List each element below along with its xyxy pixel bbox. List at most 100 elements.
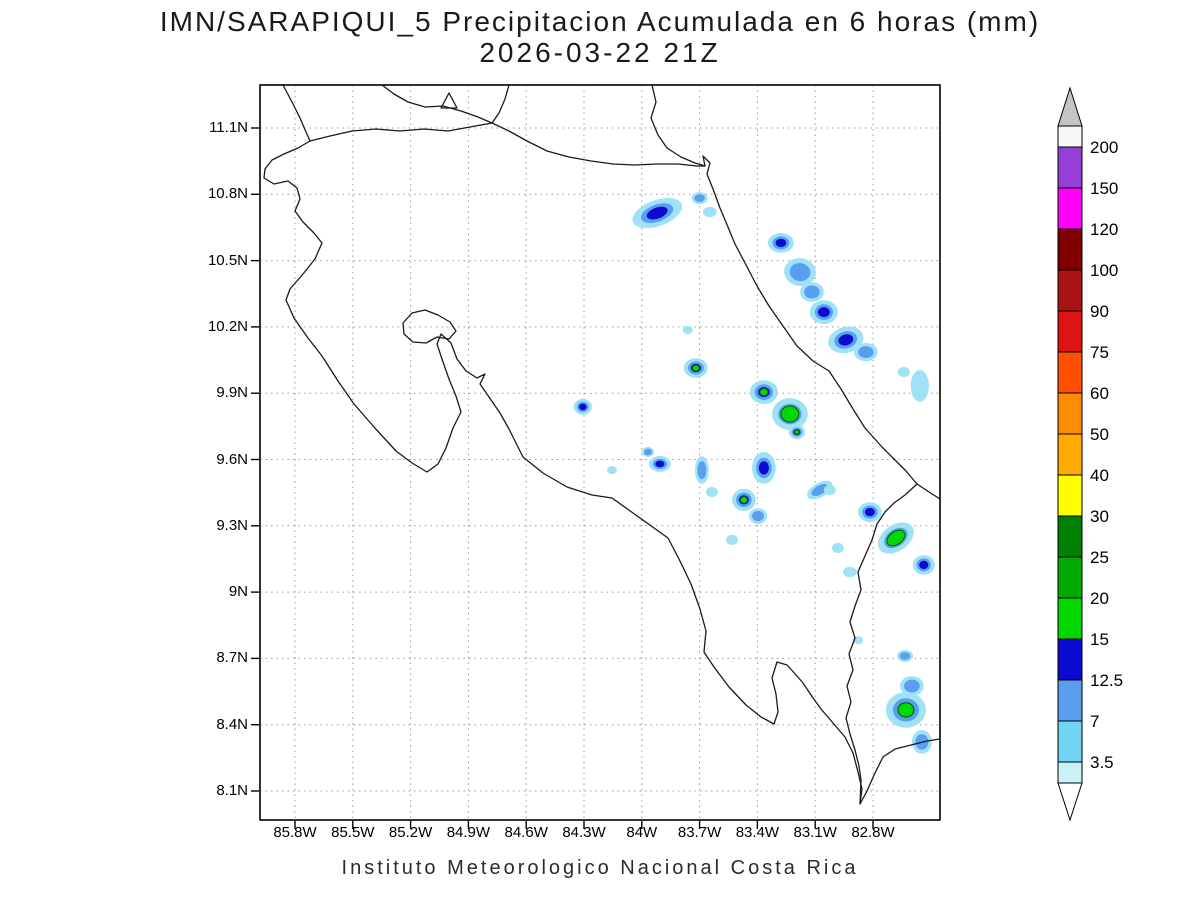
colorbar-segment: [1057, 515, 1083, 558]
colorbar-segment: [1057, 351, 1083, 394]
precip-cell: [752, 452, 776, 484]
precip-contour-fill: [697, 461, 707, 480]
precip-contour-fill: [831, 542, 844, 553]
precip-cell: [807, 480, 833, 500]
precip-cell: [632, 197, 683, 229]
plot-frame: [259, 84, 941, 821]
colorbar-segment: [1057, 187, 1083, 230]
precip-cell: [831, 542, 844, 553]
colorbar-label: 12.5: [1090, 671, 1123, 690]
coastline-path: [402, 309, 457, 344]
precip-contour-fill: [775, 238, 787, 248]
chart-title: IMN/SARAPIQUI_5 Precipitacion Acumulada …: [159, 6, 1041, 37]
coastline-path: [440, 92, 458, 109]
precip-contour-fill: [758, 461, 769, 475]
precip-contour-fill: [702, 206, 717, 218]
precip-contour-fill: [886, 529, 906, 547]
colorbar-segment: [1057, 228, 1083, 271]
x-tick-label: 82.8W: [851, 824, 895, 841]
precip-contour-fill: [752, 510, 764, 522]
colorbar-label: 50: [1090, 425, 1109, 444]
precip-cell: [896, 650, 914, 662]
y-tick-label: 9.9N: [216, 384, 248, 402]
colorbar-arrow-down: [1057, 782, 1083, 822]
coastline-path: [381, 84, 510, 124]
precip-contour-fill: [682, 326, 693, 334]
precip-contour-fill: [579, 403, 587, 411]
colorbar-segment: [1057, 720, 1083, 763]
precip-cell: [897, 366, 910, 378]
colorbar-segment: [1057, 597, 1083, 640]
precip-cell: [843, 566, 857, 578]
colorbar-label: 100: [1090, 261, 1118, 280]
precip-cell: [682, 326, 693, 334]
precip-cell: [858, 502, 882, 522]
precip-contour-fill: [705, 486, 718, 498]
coastline-path: [845, 483, 918, 805]
colorbar-segment: [1057, 125, 1083, 148]
precip-contour-fill: [910, 370, 929, 402]
precip-cell: [642, 446, 654, 458]
precip-cell: [885, 692, 926, 728]
y-tick-label: 10.5N: [207, 251, 248, 269]
precip-contour-fill: [655, 460, 665, 468]
precip-cell: [877, 522, 914, 554]
x-tick-label: 84.3W: [562, 824, 606, 841]
colorbar: 200 150 120 100 90 75 60 50 40 30 25 20 15 12.5 7 3.5: [1057, 86, 1123, 822]
y-tick-label: 8.7N: [216, 649, 248, 667]
colorbar-segment: [1057, 433, 1083, 476]
coastline-path: [309, 122, 706, 167]
y-tick-label: 8.1N: [216, 782, 248, 799]
precip-cell: [648, 455, 671, 472]
x-tick-label: 83.1W: [793, 824, 837, 841]
precip-contour-fill: [897, 366, 910, 378]
colorbar-segment: [1057, 310, 1083, 353]
colorbar-label: 60: [1090, 384, 1109, 403]
precip-contour-fill: [864, 507, 875, 517]
y-tick-label: 9.6N: [216, 450, 248, 468]
precip-contour-fill: [606, 466, 617, 475]
precip-contour-fill: [780, 405, 800, 423]
precip-contour-fill: [739, 496, 749, 504]
precip-cell: [854, 343, 878, 362]
precip-cell: [800, 282, 824, 302]
colorbar-label: 120: [1090, 220, 1118, 239]
precip-contour-fill: [789, 263, 811, 282]
precip-cell: [732, 488, 756, 511]
coastline-path: [650, 84, 941, 500]
y-tick-label: 9N: [228, 583, 248, 601]
colorbar-segment: [1057, 146, 1083, 189]
precip-contour-fill: [858, 346, 874, 358]
precip-contour-fill: [838, 334, 854, 346]
precip-contour-fill: [843, 566, 857, 578]
x-tick-label: 83.4W: [735, 824, 780, 841]
precip-contour-fill: [904, 679, 920, 693]
precip-cell: [748, 508, 768, 525]
colorbar-label: 40: [1090, 466, 1109, 485]
colorbar-label: 20: [1090, 589, 1109, 608]
colorbar-segment: [1057, 761, 1083, 784]
precip-contour-fill: [811, 483, 829, 497]
precip-cell: [772, 398, 808, 430]
precip-cell: [691, 192, 708, 205]
colorbar-label: 200: [1090, 138, 1118, 157]
colorbar-segment: [1057, 679, 1083, 722]
colorbar-segment: [1057, 556, 1083, 599]
precip-contour-fill: [646, 206, 668, 220]
x-tick-label: 83.7W: [677, 824, 722, 841]
coastline-path: [263, 84, 941, 805]
precip-cell: [573, 398, 592, 415]
precip-cell: [768, 233, 794, 253]
precip-contour-fill: [919, 560, 929, 570]
colorbar-segment: [1057, 392, 1083, 435]
x-tick-label: 85.5W: [331, 824, 375, 841]
precip-contour-fill: [691, 364, 701, 372]
precip-cell: [606, 466, 617, 475]
precip-contour-fill: [804, 285, 820, 299]
map-canvas: [251, 84, 941, 829]
colorbar-label: 150: [1090, 179, 1118, 198]
precip-contour-fill: [899, 652, 911, 660]
y-tick-label: 11.1N: [209, 119, 248, 136]
precip-cell: [705, 486, 718, 498]
